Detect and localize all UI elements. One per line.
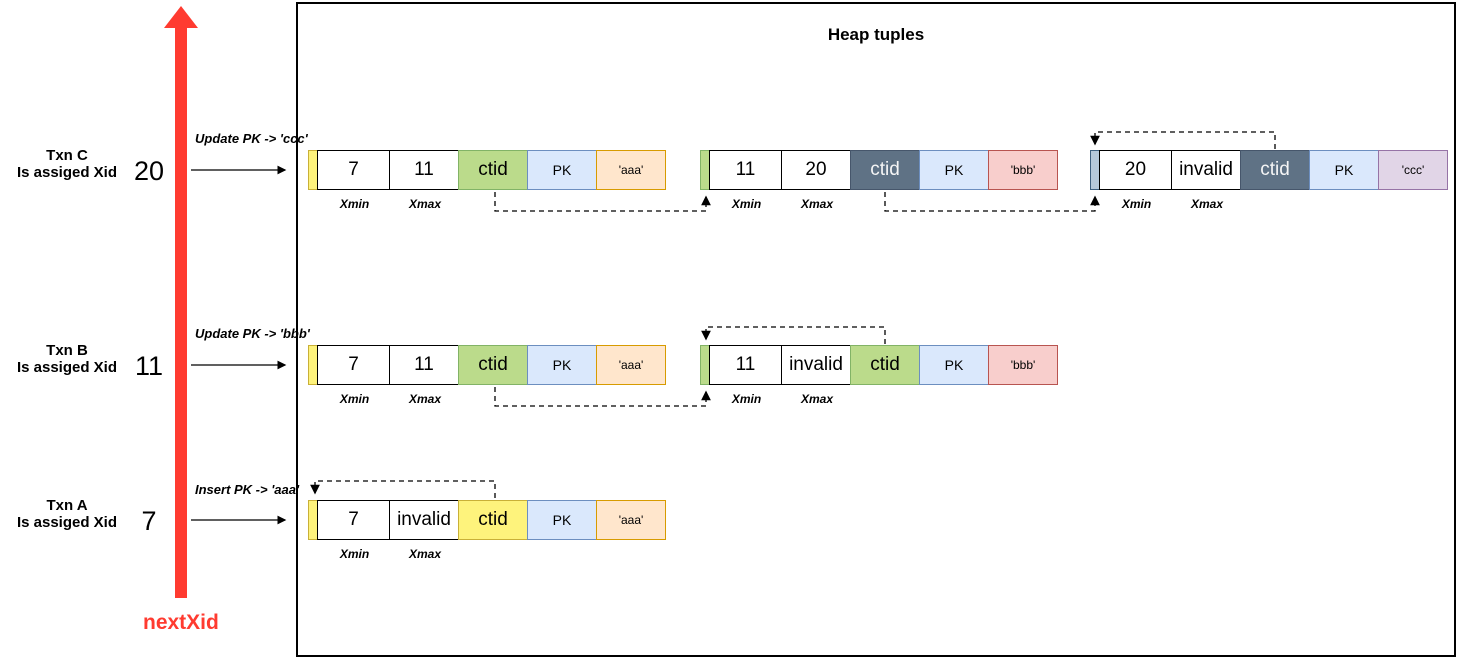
ctid-cell: ctid [850, 345, 920, 385]
txn-a-name: Txn A [46, 497, 88, 514]
xmax-caption: Xmax [800, 197, 834, 211]
xmin-cell: 7 [317, 500, 390, 540]
txn-b-action-label: Update PK -> 'bbb' [195, 326, 310, 341]
xmin-cell: 7 [317, 150, 390, 190]
pk-cell: PK [1309, 150, 1379, 190]
xmax-caption: Xmax [408, 197, 442, 211]
txn-b-subtitle: Is assiged Xid [16, 359, 118, 376]
xmax-cell: invalid [781, 345, 851, 385]
value-cell: 'aaa' [596, 500, 666, 540]
value-cell: 'ccc' [1378, 150, 1448, 190]
xmin-caption: Xmin [339, 197, 370, 211]
tuple-rowc-v1: 7 11 ctid PK 'aaa' Xmin Xmax [308, 150, 666, 211]
next-xid-arrow [175, 24, 187, 598]
next-xid-arrowhead-icon [164, 6, 198, 28]
pk-cell: PK [527, 150, 597, 190]
xmax-caption: Xmax [408, 392, 442, 406]
xmax-cell: invalid [1171, 150, 1241, 190]
ctid-cell: ctid [458, 150, 528, 190]
xmin-cell: 11 [709, 150, 782, 190]
xmin-cell: 20 [1099, 150, 1172, 190]
txn-a-label: Txn A Is assiged Xid [2, 497, 132, 531]
value-cell: 'bbb' [988, 345, 1058, 385]
tuple-rowb-v1: 7 11 ctid PK 'aaa' Xmin Xmax [308, 345, 666, 406]
ctid-cell: ctid [850, 150, 920, 190]
tuple-rowc-v3: 20 invalid ctid PK 'ccc' Xmin Xmax [1090, 150, 1448, 211]
pk-cell: PK [919, 150, 989, 190]
xmin-caption: Xmin [339, 392, 370, 406]
txn-a-subtitle: Is assiged Xid [16, 514, 118, 531]
xmin-caption: Xmin [731, 197, 762, 211]
txn-b-name: Txn B [46, 342, 88, 359]
ctid-cell: ctid [458, 500, 528, 540]
heap-tuples-box [296, 2, 1456, 657]
pk-cell: PK [919, 345, 989, 385]
pk-cell: PK [527, 500, 597, 540]
tuple-rowc-v2: 11 20 ctid PK 'bbb' Xmin Xmax [700, 150, 1058, 211]
value-cell: 'aaa' [596, 345, 666, 385]
xmin-caption: Xmin [731, 392, 762, 406]
tuple-rowb-v2: 11 invalid ctid PK 'bbb' Xmin Xmax [700, 345, 1058, 406]
value-cell: 'bbb' [988, 150, 1058, 190]
txn-c-subtitle: Is assiged Xid [16, 164, 118, 181]
xmax-cell: 11 [389, 150, 459, 190]
xmin-caption: Xmin [339, 547, 370, 561]
txn-b-label: Txn B Is assiged Xid [2, 342, 132, 376]
value-cell: 'aaa' [596, 150, 666, 190]
txn-c-xid: 20 [133, 156, 165, 186]
txn-c-name: Txn C [46, 147, 88, 164]
xmax-cell: 20 [781, 150, 851, 190]
txn-b-xid: 11 [134, 351, 164, 381]
xmax-cell: 11 [389, 345, 459, 385]
pk-cell: PK [527, 345, 597, 385]
xmin-caption: Xmin [1121, 197, 1152, 211]
heap-tuples-title: Heap tuples [827, 25, 925, 44]
txn-a-action-label: Insert PK -> 'aaa' [195, 482, 300, 497]
xmax-caption: Xmax [1190, 197, 1224, 211]
xmin-cell: 11 [709, 345, 782, 385]
ctid-cell: ctid [1240, 150, 1310, 190]
xmax-cell: invalid [389, 500, 459, 540]
ctid-cell: ctid [458, 345, 528, 385]
next-xid-label: nextXid [143, 611, 219, 634]
xmax-caption: Xmax [408, 547, 442, 561]
xmax-caption: Xmax [800, 392, 834, 406]
txn-a-xid: 7 [141, 506, 157, 536]
txn-c-action-label: Update PK -> 'ccc' [195, 131, 308, 146]
tuple-rowa-v1: 7 invalid ctid PK 'aaa' Xmin Xmax [308, 500, 666, 561]
xmin-cell: 7 [317, 345, 390, 385]
txn-c-label: Txn C Is assiged Xid [2, 147, 132, 181]
